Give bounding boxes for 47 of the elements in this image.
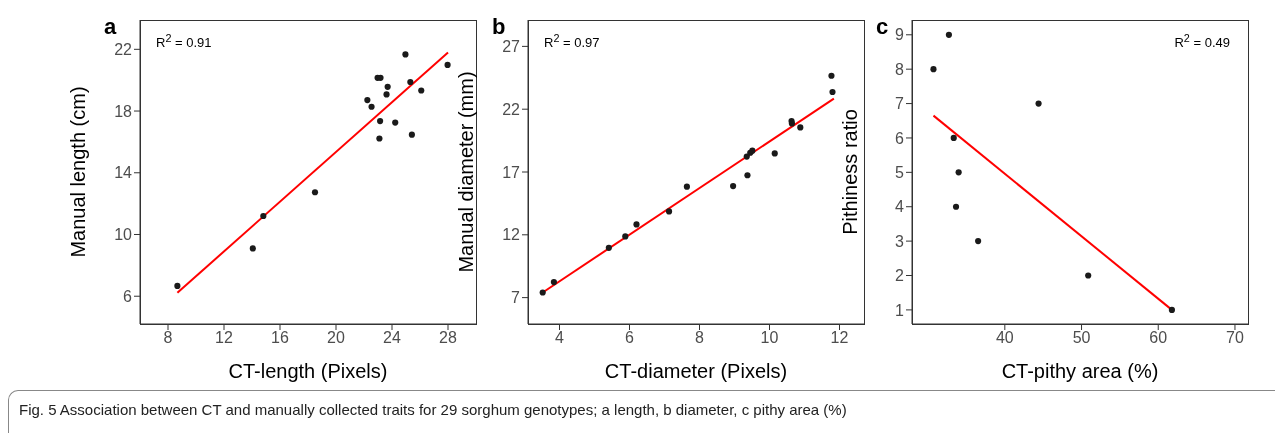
x-tick-label: 8 bbox=[163, 329, 173, 347]
x-tick-label: 20 bbox=[327, 329, 345, 347]
y-tick-label: 17 bbox=[502, 163, 521, 181]
chart-title: b bbox=[492, 14, 506, 40]
chart-title: a bbox=[104, 14, 117, 40]
x-axis-title: CT-pithy area (%) bbox=[1001, 360, 1159, 382]
x-tick-label: 24 bbox=[383, 329, 401, 347]
caption: Fig. 5 Association between CT and manually collected traits for 29 sorghum genotypes; a length, b diameter, c pithy area (%) bbox=[19, 401, 847, 418]
y-tick-label: 27 bbox=[502, 38, 521, 56]
x-tick-label: 8 bbox=[695, 329, 705, 347]
x-tick-label: 12 bbox=[830, 329, 849, 347]
y-tick-label: 18 bbox=[114, 102, 133, 120]
x-tick-label: 40 bbox=[995, 329, 1014, 347]
y-tick-label: 22 bbox=[502, 100, 521, 118]
x-axis-title: CT-diameter (Pixels) bbox=[604, 360, 788, 382]
y-axis-title: Manual length (cm) bbox=[67, 86, 90, 258]
y-tick-label: 6 bbox=[123, 287, 133, 305]
x-tick-label: 6 bbox=[625, 329, 635, 347]
y-tick-label: 5 bbox=[895, 164, 905, 182]
y-tick-label: 4 bbox=[895, 198, 905, 216]
x-tick-label: 16 bbox=[271, 329, 289, 347]
y-tick-label: 22 bbox=[114, 41, 133, 58]
annotation: R$^{2}$ = 0.49 bbox=[1174, 32, 1230, 51]
x-tick-label: 4 bbox=[555, 329, 565, 347]
y-tick-label: 14 bbox=[114, 164, 133, 182]
x-tick-label: 70 bbox=[1226, 329, 1244, 347]
x-tick-label: 50 bbox=[1072, 329, 1091, 347]
y-tick-label: 8 bbox=[895, 60, 905, 78]
y-tick-label: 7 bbox=[511, 289, 521, 307]
x-tick-label: 10 bbox=[760, 329, 779, 347]
y-tick-label: 6 bbox=[895, 129, 905, 147]
annotation: R$^{2}$ = 0.91 bbox=[156, 32, 212, 51]
y-axis-title: Pithiness ratio bbox=[839, 109, 862, 235]
chart-title: c bbox=[876, 14, 889, 40]
y-tick-label: 3 bbox=[895, 232, 905, 250]
y-tick-label: 1 bbox=[895, 301, 905, 319]
y-tick-label: 9 bbox=[895, 26, 905, 44]
y-axis-title: Manual diameter (mm) bbox=[455, 71, 478, 273]
y-tick-label: 2 bbox=[895, 267, 905, 285]
y-tick-label: 12 bbox=[502, 226, 521, 244]
x-tick-label: 60 bbox=[1149, 329, 1168, 347]
y-tick-label: 7 bbox=[895, 95, 905, 113]
y-tick-label: 10 bbox=[114, 226, 133, 244]
x-axis-title: CT-length (Pixels) bbox=[228, 360, 388, 382]
x-tick-label: 12 bbox=[215, 329, 233, 347]
annotation: R$^{2}$ = 0.97 bbox=[544, 32, 600, 51]
x-tick-label: 28 bbox=[439, 329, 457, 347]
